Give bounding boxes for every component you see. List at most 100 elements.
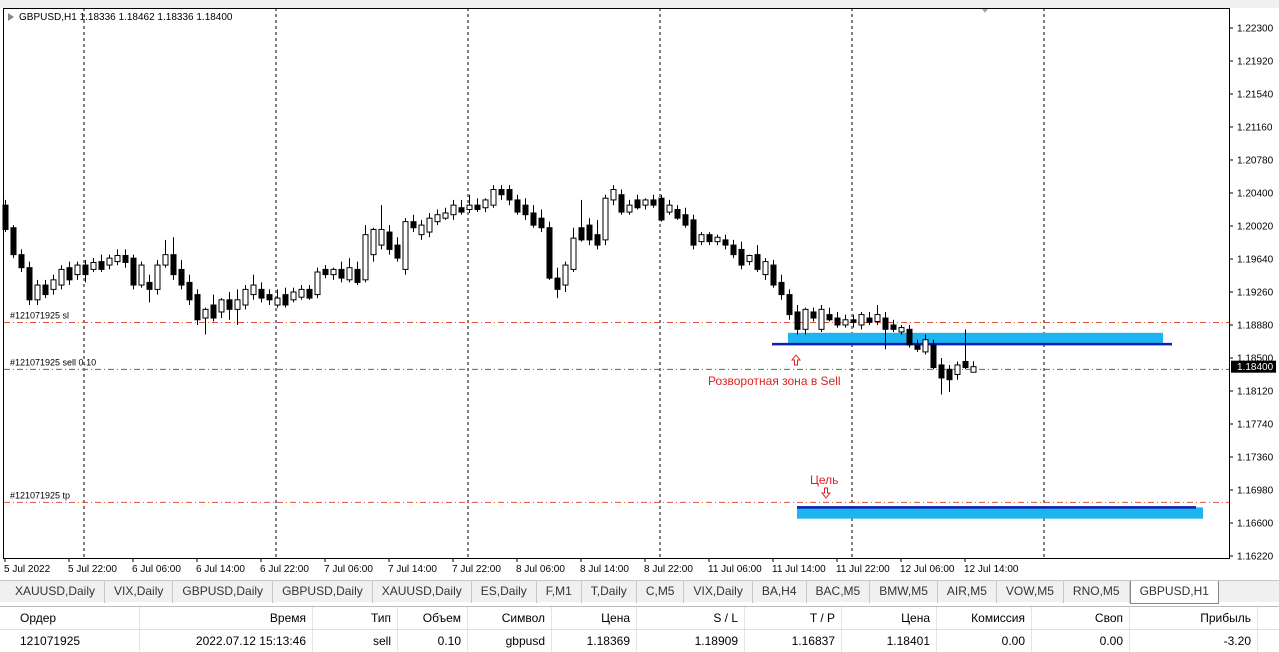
candle-body <box>362 234 369 281</box>
cell: S / L <box>637 607 745 629</box>
chart-tab[interactable]: BMW,M5 <box>870 581 938 603</box>
chart-tab[interactable]: GBPUSD,Daily <box>273 581 373 603</box>
cell: -3.20 <box>1130 630 1258 652</box>
candle-body <box>122 255 129 263</box>
candle-body <box>882 317 889 330</box>
cell: 1.16837 <box>745 630 842 652</box>
cell: sell <box>313 630 398 652</box>
candle-body <box>642 199 649 206</box>
chart-tab[interactable]: BA,H4 <box>753 581 807 603</box>
candle-body <box>818 308 825 330</box>
candle-body <box>298 288 305 298</box>
x-tick-label: 12 Jul 14:00 <box>964 564 1019 575</box>
x-tick-label: 7 Jul 22:00 <box>452 564 501 575</box>
zone-label: Цель <box>810 473 838 487</box>
candle-body <box>610 189 617 201</box>
order-level-label: #121071925 tp <box>10 490 70 500</box>
candle-body <box>378 228 385 246</box>
candle-body <box>706 234 713 243</box>
candle-body <box>450 204 457 216</box>
chart-tab[interactable]: RNO,M5 <box>1064 581 1130 603</box>
candle-body <box>458 207 465 213</box>
candle-body <box>34 284 41 301</box>
candle-body <box>26 267 33 301</box>
y-tick-label: 1.16220 <box>1237 552 1274 563</box>
chart-tab[interactable]: F,M1 <box>537 581 582 603</box>
chart-tab[interactable]: GBPUSD,H1 <box>1129 581 1219 604</box>
candle-body <box>418 224 425 236</box>
x-tick-label: 6 Jul 06:00 <box>132 564 181 575</box>
chart-tab[interactable]: ES,Daily <box>472 581 537 603</box>
candle-body <box>866 317 873 323</box>
candle-body <box>338 268 345 279</box>
candle-body <box>234 299 241 310</box>
candle-body <box>10 227 17 256</box>
candle-body <box>290 291 297 301</box>
cell: Символ <box>468 607 552 629</box>
candle-body <box>314 271 321 296</box>
chart-tab[interactable]: VIX,Daily <box>105 581 174 603</box>
candle-body <box>250 284 257 296</box>
candle-body <box>914 344 921 350</box>
chart-tab[interactable]: AIR,M5 <box>938 581 997 603</box>
candle-body <box>226 299 233 310</box>
candle-body <box>714 236 721 243</box>
chart-tab[interactable]: GBPUSD,Daily <box>173 581 274 603</box>
candle-body <box>682 214 689 226</box>
cell: Тип <box>313 607 398 629</box>
cell: Цена <box>842 607 937 629</box>
candle-body <box>826 314 833 321</box>
candle-body <box>434 214 441 223</box>
candle-body <box>178 268 185 286</box>
candle-body <box>970 366 977 373</box>
chart-tab[interactable]: BAC,M5 <box>807 581 871 603</box>
candle-body <box>650 199 657 206</box>
order-row[interactable]: 121071925 2022.07.12 15:13:46 sell 0.10 gbpu… <box>0 630 1279 652</box>
x-tick-label: 5 Jul 2022 <box>4 564 51 575</box>
x-tick-label: 6 Jul 22:00 <box>260 564 309 575</box>
candle-body <box>946 368 953 381</box>
candle-body <box>194 294 201 321</box>
arrow-down <box>820 487 832 499</box>
cell: gbpusd <box>468 630 552 652</box>
candle-body <box>530 212 537 226</box>
y-tick-label: 1.20400 <box>1237 188 1274 199</box>
cell: T / P <box>745 607 842 629</box>
chart-tab[interactable]: XAUUSD,Daily <box>373 581 472 603</box>
price-box <box>1231 360 1276 373</box>
x-tick-label: 5 Jul 22:00 <box>68 564 117 575</box>
shift-marker <box>982 9 988 13</box>
candle-body <box>562 264 569 286</box>
candle-body <box>850 319 857 323</box>
candle-body <box>506 189 513 201</box>
candle-body <box>426 217 433 233</box>
y-tick-label: 1.18880 <box>1237 320 1274 331</box>
candle-body <box>922 339 929 353</box>
y-tick-label: 1.17740 <box>1237 419 1274 430</box>
candle-body <box>162 254 169 266</box>
top-strip <box>0 0 1279 8</box>
y-tick-label: 1.19640 <box>1237 254 1274 265</box>
candle-body <box>242 288 249 306</box>
candle-body <box>114 255 121 263</box>
chart-tab[interactable]: VIX,Daily <box>684 581 753 603</box>
y-tick-label: 1.21540 <box>1237 89 1274 100</box>
candle-body <box>50 279 57 290</box>
chart-tab[interactable]: XAUUSD,Daily <box>6 581 106 603</box>
candle-body <box>906 328 913 346</box>
y-tick-label: 1.20020 <box>1237 221 1274 232</box>
x-tick-label: 7 Jul 06:00 <box>324 564 373 575</box>
chart-tab[interactable]: T,Daily <box>582 581 637 603</box>
candle-body <box>82 264 89 276</box>
candle-body <box>218 299 225 313</box>
chart-tab[interactable]: C,M5 <box>637 581 685 603</box>
cell: Время <box>140 607 313 629</box>
cell: 121071925 <box>0 630 140 652</box>
candle-body <box>58 268 65 286</box>
plot-frame <box>3 8 1230 559</box>
chart-tab[interactable]: VOW,M5 <box>997 581 1064 603</box>
candle-body <box>802 308 809 330</box>
price-label: 1.18400 <box>1237 362 1274 373</box>
